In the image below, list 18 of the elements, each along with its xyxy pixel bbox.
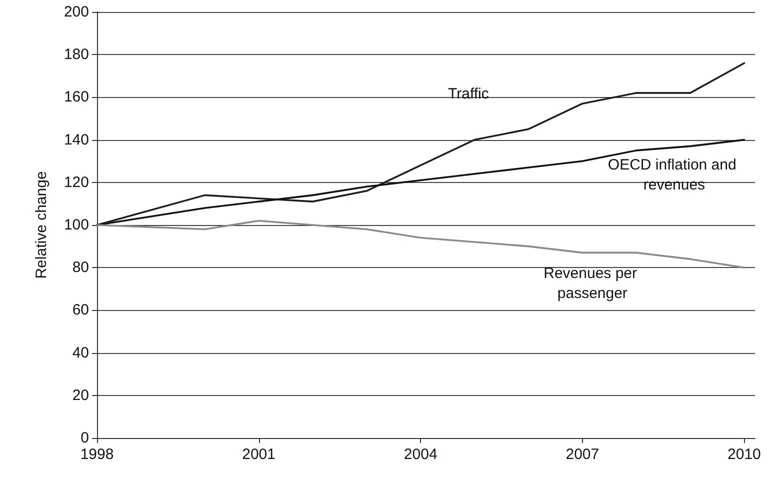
x-tick-label: 2010 xyxy=(728,446,761,463)
y-tick-label: 20 xyxy=(72,386,89,404)
y-axis-title: Relative change xyxy=(33,171,50,279)
x-tick-label: 2004 xyxy=(404,446,438,463)
y-tick-label: 40 xyxy=(72,344,89,362)
y-tick-label: 80 xyxy=(72,259,89,276)
x-tick-label: 1998 xyxy=(80,446,114,463)
y-tick-label: 160 xyxy=(64,88,89,106)
x-tick-label: 2001 xyxy=(242,446,276,463)
y-tick-label: 100 xyxy=(64,216,89,234)
y-tick-label: 60 xyxy=(72,302,89,319)
x-tick-label: 2007 xyxy=(566,446,600,463)
series-label: Revenues per passenger xyxy=(544,265,642,302)
y-tick-label: 200 xyxy=(64,4,89,20)
y-tick-label: 120 xyxy=(64,174,89,191)
y-tick-label: 140 xyxy=(64,131,89,148)
y-tick-label: 180 xyxy=(64,46,89,64)
y-tick-label: 0 xyxy=(80,430,89,446)
